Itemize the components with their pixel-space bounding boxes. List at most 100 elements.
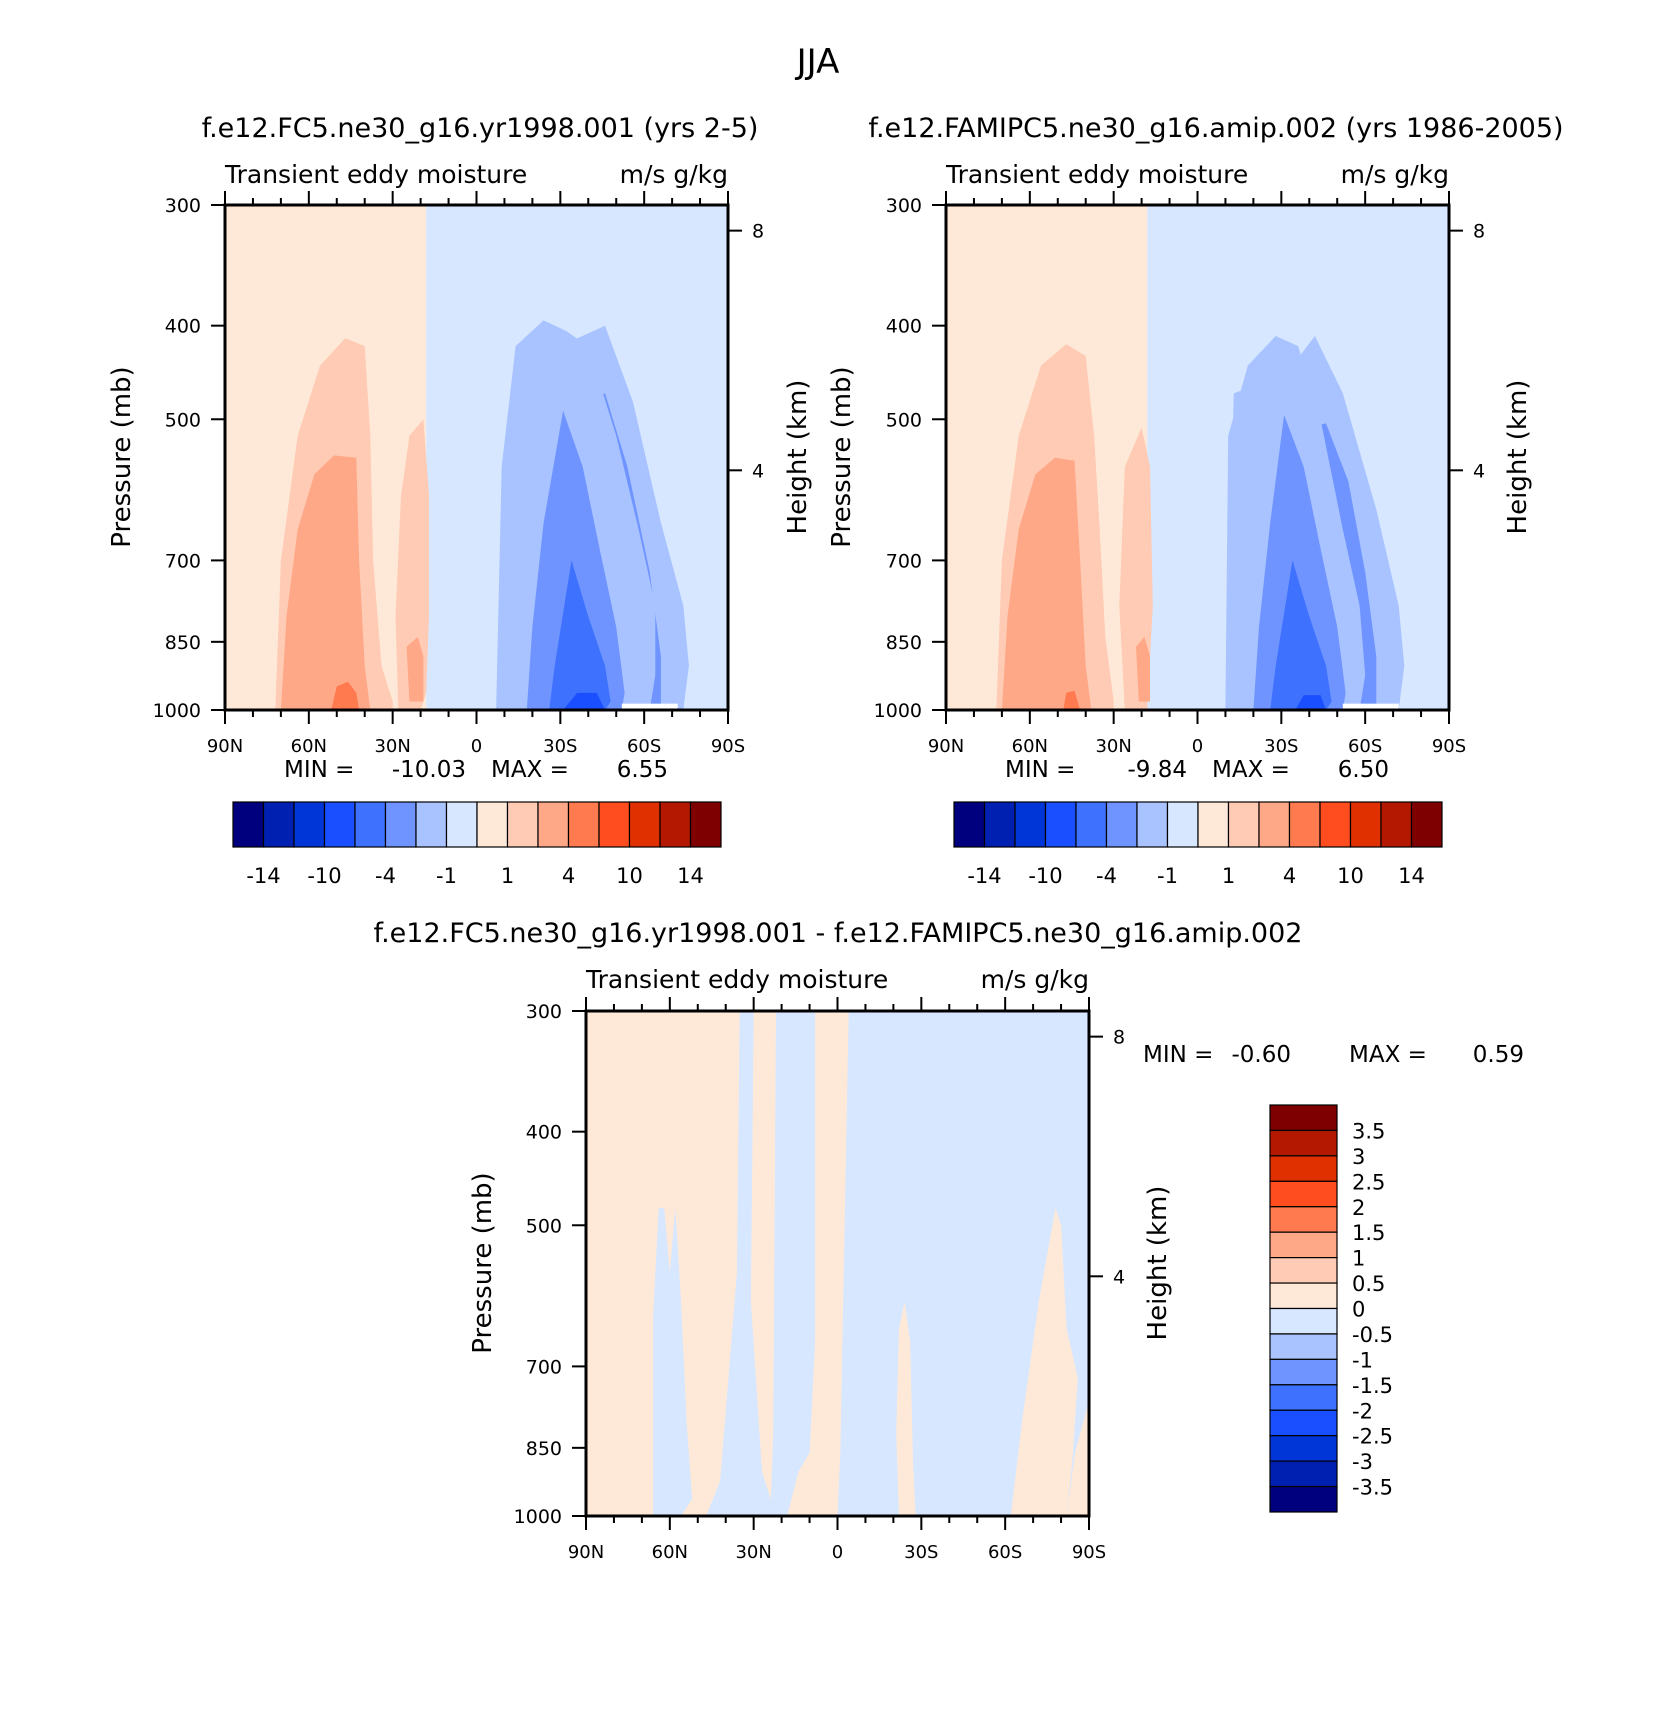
colorbar-box <box>567 801 600 848</box>
colorbar-box <box>1136 801 1169 848</box>
panel-3-max-label: MAX = <box>1349 1042 1427 1068</box>
contour-region-5 <box>1010 1208 1078 1516</box>
colorbar-label: 14 <box>1398 864 1425 888</box>
colorbar-box <box>506 801 539 848</box>
x-tick-label: 0 <box>1192 736 1203 757</box>
panel-2-plot <box>946 205 1449 710</box>
x-tick-label: 0 <box>471 736 482 757</box>
panel-2-min-label: MIN = <box>1005 757 1075 783</box>
panel-1-max-label: MAX = <box>491 757 569 783</box>
colorbar-label: 4 <box>1283 864 1296 888</box>
y-right-tick-label: 8 <box>1113 1027 1125 1049</box>
y-right-tick-label: 8 <box>1473 221 1485 243</box>
y-tick-label: 500 <box>526 1215 562 1237</box>
colorbar-label: 0.5 <box>1352 1272 1385 1296</box>
panel-2-units: m/s g/kg <box>1341 160 1449 189</box>
contour-region-4 <box>896 1301 916 1516</box>
panel-1-min-value: -10.03 <box>392 757 466 783</box>
y-tick-label: 700 <box>886 550 922 572</box>
missing-data <box>621 703 678 710</box>
panel-2-subtitle: Transient eddy moisture <box>945 160 1248 189</box>
panel-2-axes: 90N 60N 30N 0 30S 60S 90S 300 400 500 700 850 1000 8 4 <box>874 191 1485 757</box>
colorbar-label: 0 <box>1352 1298 1365 1322</box>
colorbar-box <box>476 801 509 848</box>
colorbar-label: -1 <box>1157 864 1178 888</box>
panel-2-colorbar: -14 -10 -4 -1 1 4 10 14 <box>953 801 1443 888</box>
colorbar-label: -4 <box>1096 864 1117 888</box>
y-tick-label: 850 <box>526 1438 562 1460</box>
colorbar-box <box>1410 801 1443 848</box>
panel-2-max-label: MAX = <box>1212 757 1290 783</box>
colorbar-box <box>1105 801 1138 848</box>
x-tick-label: 60N <box>1012 736 1048 757</box>
y-tick-label: 1000 <box>153 700 201 722</box>
contour-region-4 <box>406 636 424 702</box>
x-tick-label: 60S <box>627 736 661 757</box>
colorbar-label: -2.5 <box>1352 1425 1393 1449</box>
x-tick-label: 0 <box>832 1542 843 1563</box>
colorbar-box <box>598 801 631 848</box>
colorbar-box <box>1288 801 1321 848</box>
x-tick-label: 90N <box>928 736 964 757</box>
colorbar-box <box>1227 801 1260 848</box>
y-right-tick-label: 4 <box>752 460 764 482</box>
colorbar-label: 10 <box>616 864 643 888</box>
panel-3-ylabel-right: Height (km) <box>1143 1186 1173 1341</box>
x-tick-label: 60S <box>988 1542 1022 1563</box>
x-tick-label: 30S <box>904 1542 938 1563</box>
panel-3-axes: 90N 60N 30N 0 30S 60S 90S 300 400 500 700 850 1000 8 4 <box>514 997 1125 1563</box>
colorbar-box <box>1269 1307 1338 1335</box>
colorbar-box <box>1269 1384 1338 1411</box>
colorbar-label: -0.5 <box>1352 1323 1393 1347</box>
y-tick-label: 1000 <box>514 1506 562 1528</box>
y-tick-label: 1000 <box>874 700 922 722</box>
colorbar-box <box>689 801 722 848</box>
contour-region-2 <box>770 1011 816 1516</box>
colorbar-box <box>323 801 356 848</box>
panel-2-max-value: 6.50 <box>1338 757 1389 783</box>
colorbar-box <box>1166 801 1199 848</box>
colorbar-box <box>1197 801 1230 848</box>
x-tick-label: 30S <box>1264 736 1298 757</box>
panel-3-colorbar: 3.532.521.510.50-0.5-1-1.5-2-2.5-3-3.5 <box>1269 1104 1393 1513</box>
colorbar-box <box>1269 1231 1338 1259</box>
colorbar-label: 1 <box>501 864 514 888</box>
colorbar-label: 2 <box>1352 1196 1365 1220</box>
colorbar-label: -14 <box>246 864 280 888</box>
y-right-tick-label: 4 <box>1113 1266 1125 1288</box>
colorbar-box <box>628 801 661 848</box>
colorbar-label: 1 <box>1222 864 1235 888</box>
colorbar-box <box>953 801 986 848</box>
contour-region-1 <box>706 1011 776 1516</box>
colorbar-box <box>445 801 478 848</box>
y-tick-label: 300 <box>526 1001 562 1023</box>
panel-1-colorbar: -14 -10 -4 -1 1 4 10 14 <box>232 801 722 888</box>
contour-region-0 <box>653 1208 693 1516</box>
colorbar-label: 3 <box>1352 1145 1365 1169</box>
contour-region-2 <box>280 455 371 710</box>
colorbar-label: 4 <box>562 864 575 888</box>
colorbar-label: -1.5 <box>1352 1374 1393 1398</box>
contour-region-1 <box>395 419 429 710</box>
y-right-tick-label: 4 <box>1473 460 1485 482</box>
panel-3-plot <box>586 1011 1089 1516</box>
colorbar-box <box>1349 801 1382 848</box>
colorbar-box <box>1269 1206 1338 1233</box>
colorbar-box <box>1380 801 1413 848</box>
panel-3-min-label: MIN = <box>1143 1042 1213 1068</box>
colorbar-box <box>1269 1435 1338 1462</box>
colorbar-label: 10 <box>1337 864 1364 888</box>
x-tick-label: 30N <box>374 736 410 757</box>
x-tick-label: 30N <box>1095 736 1131 757</box>
panel-1-min-label: MIN = <box>284 757 354 783</box>
colorbar-box <box>1269 1104 1338 1132</box>
panel-3-min-value: -0.60 <box>1231 1042 1291 1068</box>
colorbar-box <box>1269 1155 1338 1182</box>
panel-1-axes: 90N 60N 30N 0 30S 60S 90S 300 400 500 700 850 1000 8 4 <box>153 191 764 757</box>
y-tick-label: 850 <box>886 632 922 654</box>
panel-1-ylabel: Pressure (mb) <box>107 366 137 547</box>
colorbar-label: -4 <box>375 864 396 888</box>
contour-region-7 <box>549 560 611 710</box>
y-tick-label: 400 <box>526 1122 562 1144</box>
y-tick-label: 400 <box>165 316 201 338</box>
